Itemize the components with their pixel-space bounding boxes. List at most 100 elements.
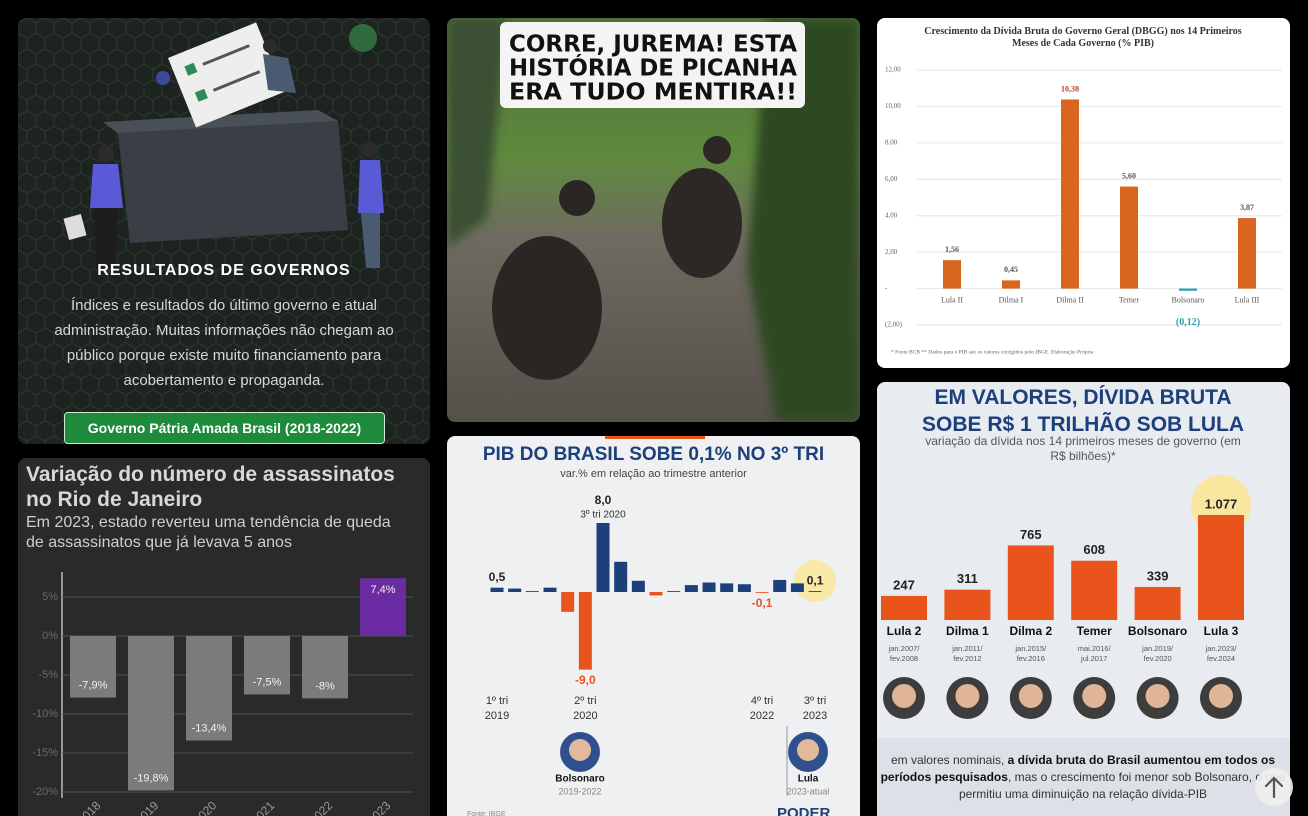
brand: PODER (777, 805, 831, 816)
y-tick-label: 4,00 (885, 211, 898, 219)
meme-card[interactable]: CORRE, JUREMA! ESTA HISTÓRIA DE PICANHA ER… (447, 18, 860, 422)
bar (490, 587, 504, 592)
bar (1002, 280, 1020, 289)
paper-line (202, 44, 250, 66)
bar (561, 592, 575, 612)
rio-card: 5% 0% -5% -10% -15% -20% -7,9% 2018 -19,8% 2019 -1… (18, 458, 430, 816)
meme-caption-line: HISTÓRIA DE PICANHA (509, 54, 797, 82)
value-label: 1,56 (945, 245, 959, 254)
bar (70, 635, 116, 698)
period-label: jan.2019/ fev.2020 (1142, 644, 1174, 663)
bar (525, 591, 539, 592)
hero-card[interactable]: RESULTADOS DE GOVERNOS Índices e resultad… (18, 18, 430, 444)
period-label: jan.2007/ fev.2008 (888, 644, 920, 663)
note-text: em valores nominais, (890, 753, 1008, 767)
y-tick-label: -5% (38, 669, 58, 681)
portrait-face (955, 684, 980, 708)
x-tick-label: Dilma 2 (1009, 624, 1052, 638)
chicken-head (559, 180, 595, 216)
government-period: 2019-2022 (558, 786, 601, 796)
scroll-top-button[interactable] (1255, 768, 1293, 806)
value-label: 3,87 (1240, 203, 1254, 212)
value-label: 0,5 (489, 570, 506, 584)
value-label: -7,5% (253, 676, 282, 688)
value-label: 8,0 (595, 493, 612, 507)
bar (790, 583, 804, 592)
bar (773, 579, 787, 592)
portrait-face (1082, 684, 1107, 708)
chicken (492, 236, 602, 380)
bar (684, 585, 698, 592)
bar (244, 635, 290, 695)
y-tick-label: 6,00 (885, 175, 898, 183)
caption-box (500, 22, 805, 108)
value-label: 247 (893, 577, 915, 592)
y-tick-label: -20% (32, 786, 58, 798)
hero-description: Índices e resultados do último governo e… (54, 297, 394, 389)
value-label: -13,4% (192, 722, 227, 734)
bar (720, 583, 734, 592)
chart-title: Crescimento da Dívida Bruta do Governo G… (924, 26, 1242, 49)
y-tick-label: 0% (42, 630, 58, 642)
value-label: 1.077 (1205, 496, 1238, 511)
y-tick-label: 5% (42, 591, 58, 603)
value-label: 10,38 (1061, 84, 1079, 93)
bar (578, 592, 592, 670)
bar (1198, 515, 1244, 620)
chart-title: EM VALORES, DÍVIDA BRUTA SOBE R$ 1 TRILH… (921, 386, 1245, 436)
meme-caption-line: CORRE, JUREMA! ESTA (509, 32, 797, 58)
hero-illustration (18, 18, 430, 444)
arrow-up-icon (1264, 776, 1284, 799)
person-left (63, 146, 123, 268)
value-label: 0,1 (807, 573, 824, 587)
bar (943, 260, 961, 289)
value-label: (0,12) (1176, 317, 1200, 328)
y-tick-label: 12,00 (885, 66, 901, 74)
meme-caption-line: ERA TUDO MENTIRA!! (509, 80, 797, 106)
bar (128, 635, 174, 791)
chicken-head (703, 136, 731, 164)
period-label: jan.2023/ fev.2024 (1205, 644, 1237, 663)
bar (596, 523, 610, 592)
government-period: 2023-atual (787, 786, 830, 796)
rio-chart: 5% 0% -5% -10% -15% -20% -7,9% 2018 -19,8% 2019 -1… (32, 572, 413, 816)
deco-dot (156, 71, 170, 85)
value-label: 339 (1147, 568, 1169, 583)
bush (447, 18, 507, 248)
x-tick-label: 2022 (307, 798, 336, 816)
x-tick-label: 2019 (133, 798, 162, 816)
x-tick-label: 2020 (191, 798, 220, 816)
x-tick-label: Bolsonaro (1128, 624, 1187, 638)
value-label: 5,60 (1122, 171, 1136, 180)
chart-subtitle: var.% em relação ao trimestre anterior (560, 468, 747, 480)
value-label: -0,1 (752, 596, 773, 610)
bar (1007, 545, 1054, 620)
bar (808, 591, 822, 592)
person-top (263, 39, 296, 93)
bar (360, 578, 406, 636)
x-tick-label: Lula II (941, 295, 963, 304)
chart-title: Variação do número de assassinatos no Ri… (26, 463, 395, 511)
x-tick-label: Lula 2 (887, 624, 922, 638)
valores-chart: 247 Lula 2 311 Dilma 1 765 Dilma 2 608 Temer 339… (877, 475, 1290, 816)
bar (755, 592, 769, 593)
chart-subtitle: variação da dívida nos 14 primeiros mese… (925, 434, 1241, 463)
ballot-box-top (103, 110, 338, 133)
bar (302, 635, 348, 699)
x-tick-label: 2018 (75, 798, 104, 816)
arrow (1264, 776, 1284, 799)
x-tick-label: Dilma II (1056, 295, 1084, 304)
checkbox (194, 88, 208, 102)
accent-bar (605, 436, 705, 439)
x-tick-label: 3º tri 2023 (802, 695, 828, 722)
y-tick-label: 8,00 (885, 138, 898, 146)
bar (1134, 586, 1181, 620)
checkbox (184, 62, 198, 76)
deco-dot (349, 24, 377, 52)
value-label: -19,8% (134, 772, 169, 784)
hero-button[interactable]: Governo Pátria Amada Brasil (2018-2022) (64, 412, 385, 444)
y-tick-label: (2,00) (885, 321, 903, 329)
x-tick-label: Dilma 1 (946, 624, 989, 638)
value-label: 608 (1083, 542, 1105, 557)
